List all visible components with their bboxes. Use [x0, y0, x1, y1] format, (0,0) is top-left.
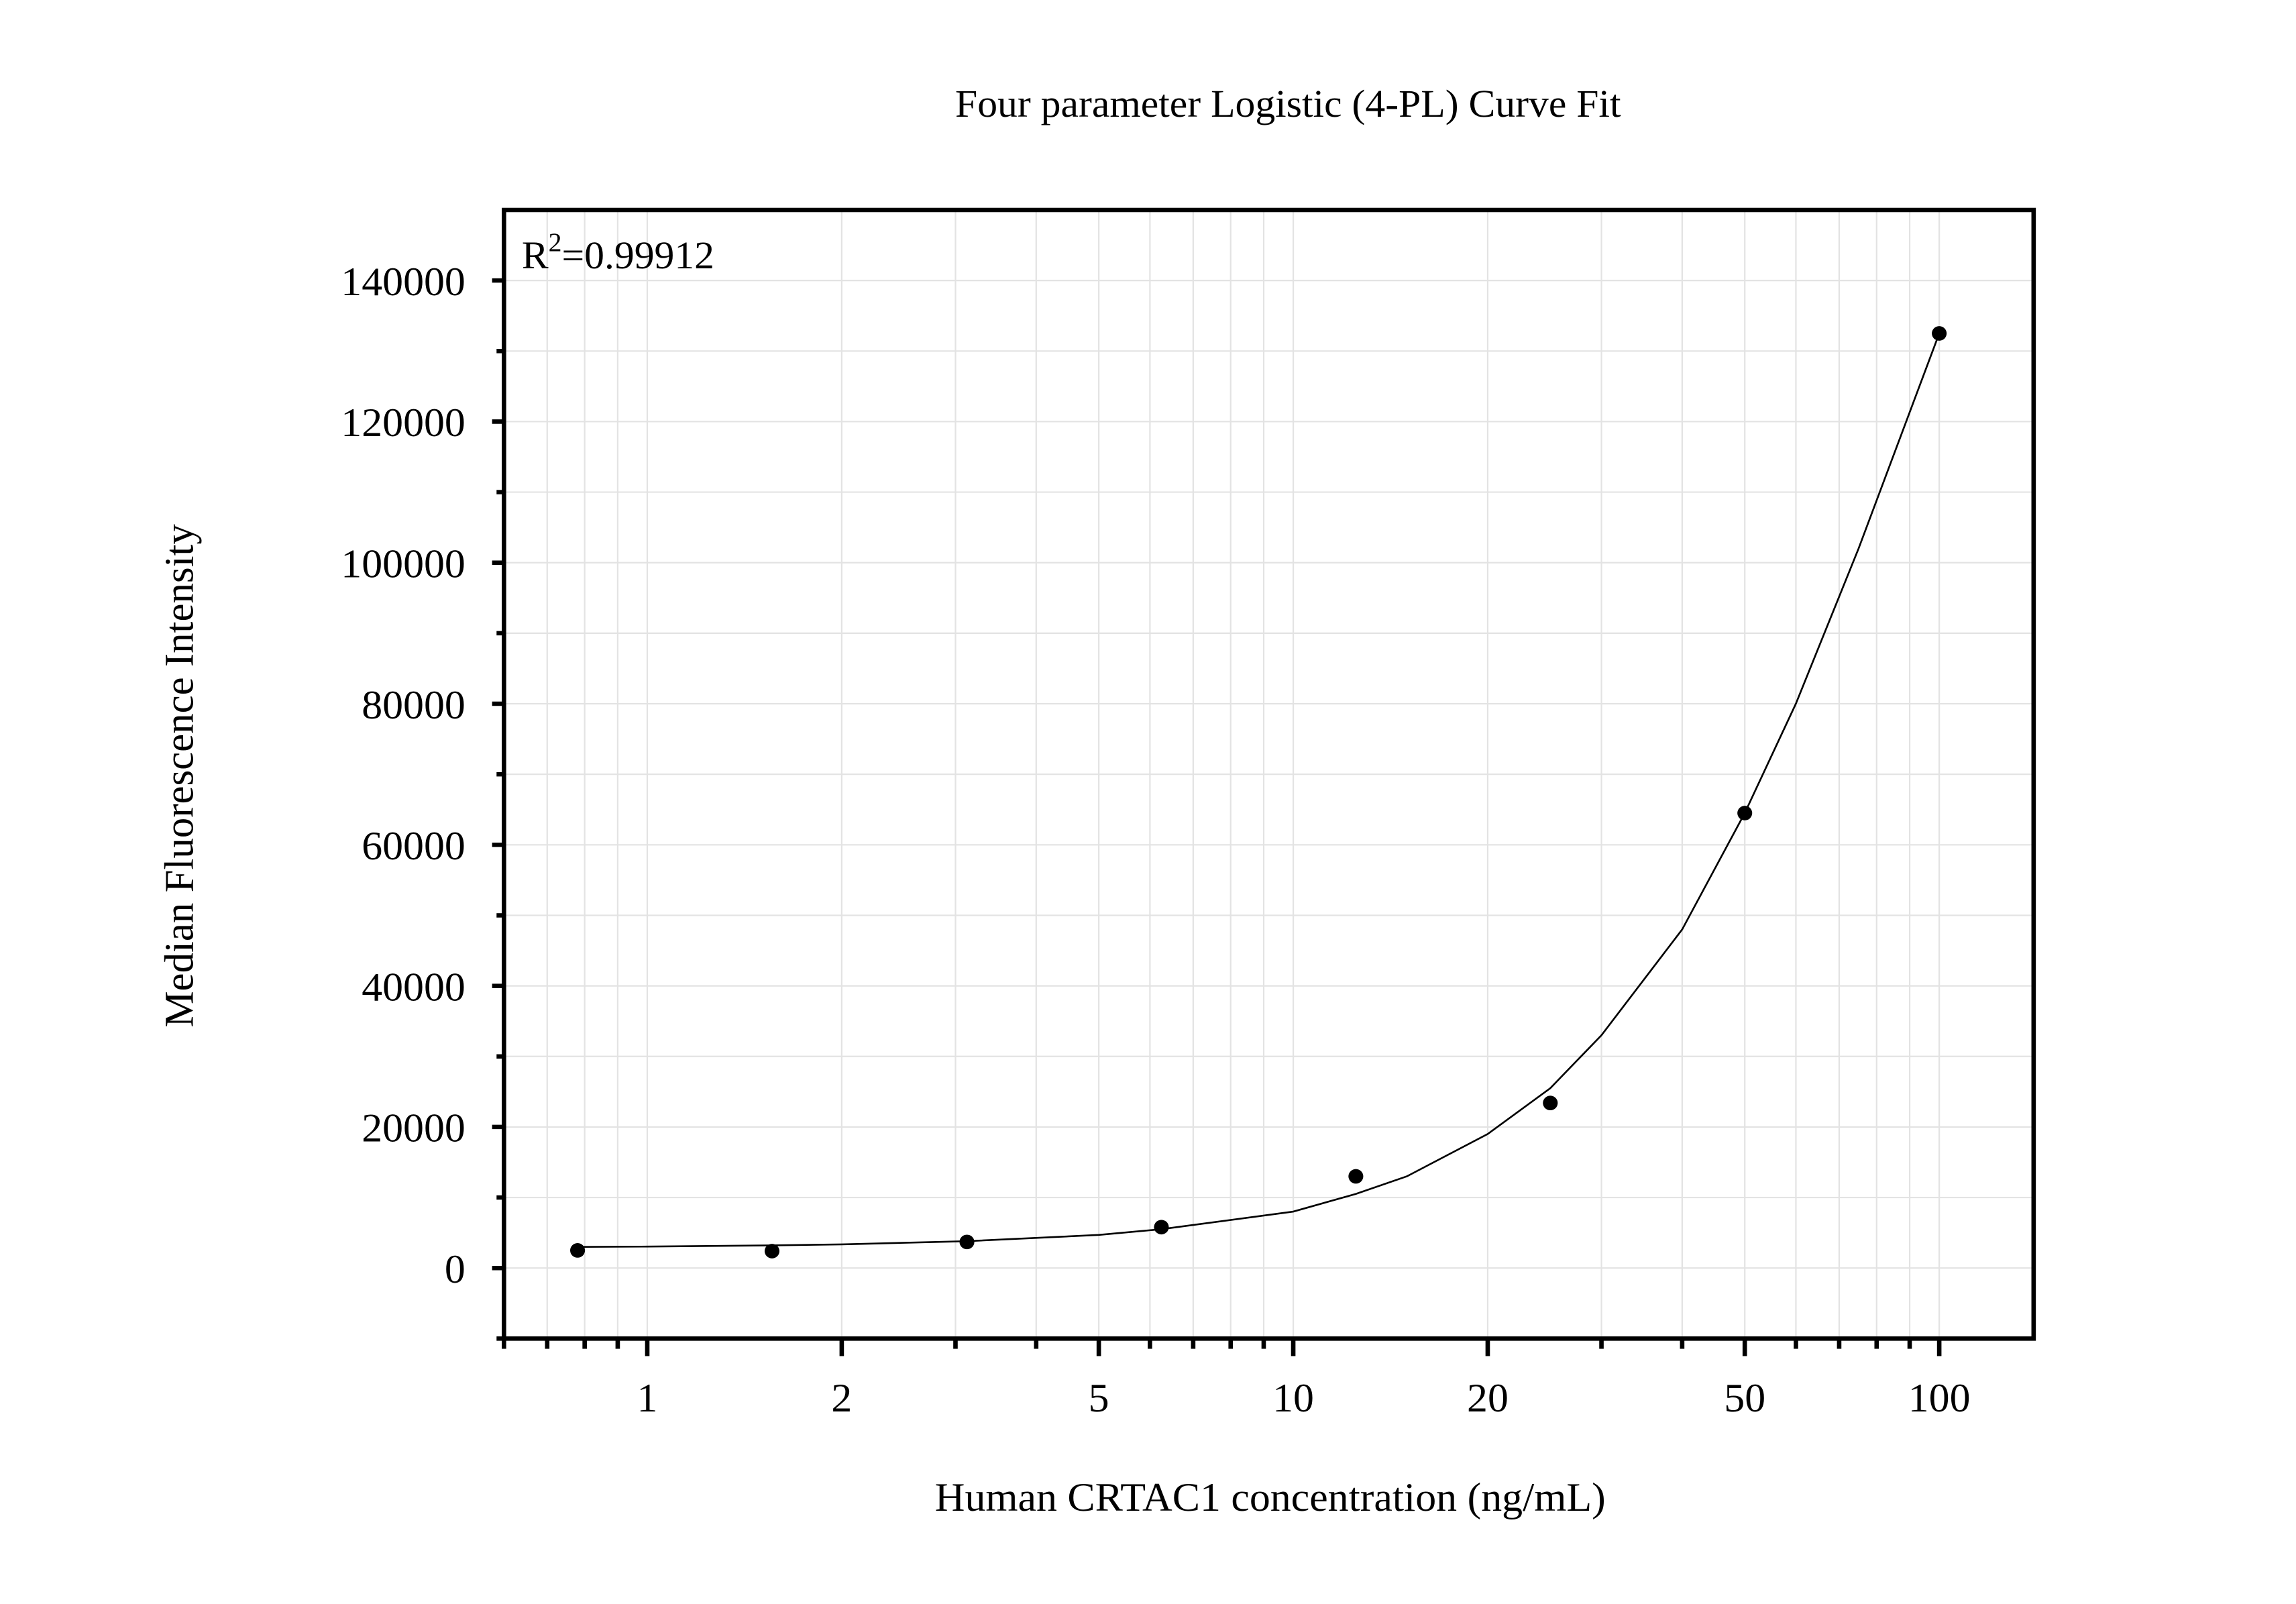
y-tick-label: 120000 [341, 400, 466, 445]
data-point [1348, 1169, 1364, 1184]
x-tick-label: 20 [1467, 1375, 1509, 1420]
data-point [1737, 806, 1753, 820]
x-tick-label: 1 [637, 1375, 658, 1420]
x-axis-label: Human CRTAC1 concentration (ng/mL) [934, 1475, 1606, 1521]
r-squared-annotation: R2=0.99912 [522, 227, 714, 277]
data-point [1154, 1220, 1169, 1235]
x-tick-label: 5 [1089, 1375, 1109, 1420]
data-point [1543, 1095, 1558, 1111]
data-point [570, 1243, 586, 1258]
x-tick-label: 2 [831, 1375, 852, 1420]
x-tick-label: 100 [1908, 1375, 1971, 1420]
y-tick-label: 80000 [362, 682, 466, 727]
y-tick-label: 60000 [362, 824, 466, 869]
data-point [1932, 326, 1947, 341]
y-tick-label: 140000 [341, 259, 466, 304]
data-point [764, 1244, 780, 1259]
fit-curve [578, 333, 1940, 1248]
y-tick-label: 100000 [341, 541, 466, 586]
x-tick-label: 10 [1272, 1375, 1314, 1420]
y-tick-label: 40000 [362, 965, 466, 1010]
y-tick-label: 0 [445, 1246, 466, 1291]
data-point [959, 1234, 975, 1250]
x-tick-label: 50 [1724, 1375, 1765, 1420]
y-tick-label: 20000 [362, 1106, 466, 1151]
chart-title: Four parameter Logistic (4-PL) Curve Fit [955, 81, 1621, 125]
